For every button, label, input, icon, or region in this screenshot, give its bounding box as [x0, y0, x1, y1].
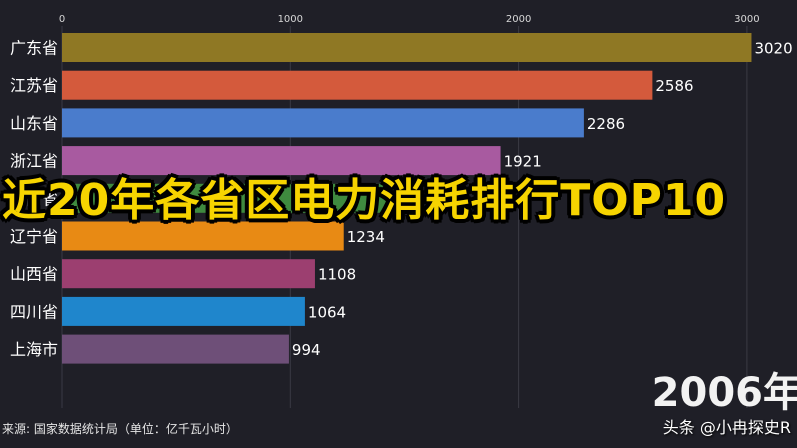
bar — [62, 146, 501, 176]
category-label: 浙江省 — [10, 152, 58, 171]
category-label: 四川省 — [10, 302, 58, 321]
value-labels: 3020 2586 2286 1921 1535 1234 1108 1064 994 — [292, 40, 793, 360]
x-axis-ticks: 0 1000 2000 3000 — [59, 14, 760, 25]
value-label: 2286 — [587, 115, 625, 133]
category-label: 上海市 — [10, 340, 58, 359]
value-label: 1108 — [318, 266, 356, 284]
bar — [62, 221, 344, 251]
x-tick-label: 2000 — [506, 14, 531, 25]
category-label: 广东省 — [10, 39, 58, 58]
category-label: 江苏省 — [10, 76, 58, 95]
chart-title: 近20年各省区电力消耗排行TOP10 — [2, 175, 727, 226]
x-tick-label: 3000 — [734, 14, 759, 25]
value-label: 1234 — [347, 228, 385, 246]
bar — [62, 183, 413, 213]
category-label: 辽宁省 — [10, 227, 58, 246]
category-label: 山西省 — [10, 265, 58, 284]
value-label: 2586 — [655, 77, 693, 95]
source-note: 来源: 国家数据统计局（单位：亿千瓦小时） — [2, 422, 238, 436]
value-label: 1064 — [308, 303, 346, 321]
bar — [62, 108, 584, 138]
value-label: 1535 — [415, 190, 453, 208]
value-label: 3020 — [754, 40, 792, 58]
bar — [62, 259, 315, 289]
x-tick-label: 1000 — [278, 14, 303, 25]
watermark: 头条 @小冉探史R — [662, 418, 791, 437]
bar — [62, 334, 289, 364]
bar — [62, 296, 305, 326]
year-label: 2006年 — [651, 370, 797, 416]
category-label: 河南省 — [10, 189, 58, 208]
bar — [62, 33, 752, 62]
bar — [62, 70, 653, 100]
value-label: 1921 — [504, 153, 542, 171]
bars — [62, 33, 752, 364]
value-label: 994 — [292, 341, 321, 359]
x-tick-label: 0 — [59, 14, 65, 25]
category-label: 山东省 — [10, 114, 58, 133]
